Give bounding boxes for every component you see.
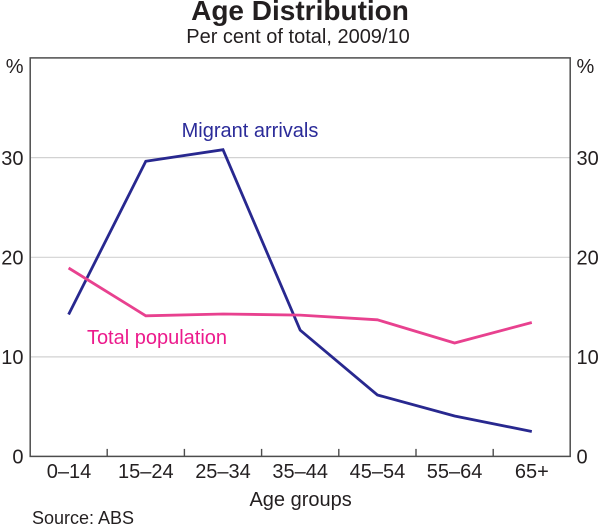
svg-text:Per cent of total, 2009/10: Per cent of total, 2009/10 — [186, 26, 410, 48]
svg-text:Age Distribution: Age Distribution — [191, 0, 409, 26]
svg-text:Source: ABS: Source: ABS — [32, 508, 134, 528]
svg-text:Migrant arrivals: Migrant arrivals — [182, 120, 319, 142]
svg-text:45–54: 45–54 — [350, 461, 406, 483]
svg-text:35–44: 35–44 — [272, 461, 328, 483]
svg-text:20: 20 — [1, 248, 23, 270]
svg-text:%: % — [6, 56, 24, 78]
svg-text:10: 10 — [577, 347, 599, 369]
svg-text:%: % — [577, 56, 595, 78]
svg-text:0–14: 0–14 — [47, 461, 92, 483]
svg-text:0: 0 — [577, 446, 588, 468]
svg-text:55–64: 55–64 — [427, 461, 483, 483]
svg-text:Total population: Total population — [87, 327, 227, 349]
svg-text:Age groups: Age groups — [249, 489, 351, 511]
svg-text:15–24: 15–24 — [118, 461, 174, 483]
svg-text:30: 30 — [1, 148, 23, 170]
svg-text:20: 20 — [577, 248, 599, 270]
svg-text:25–34: 25–34 — [195, 461, 251, 483]
svg-text:30: 30 — [577, 148, 599, 170]
svg-text:0: 0 — [12, 446, 23, 468]
svg-text:65+: 65+ — [515, 461, 549, 483]
svg-text:10: 10 — [1, 347, 23, 369]
